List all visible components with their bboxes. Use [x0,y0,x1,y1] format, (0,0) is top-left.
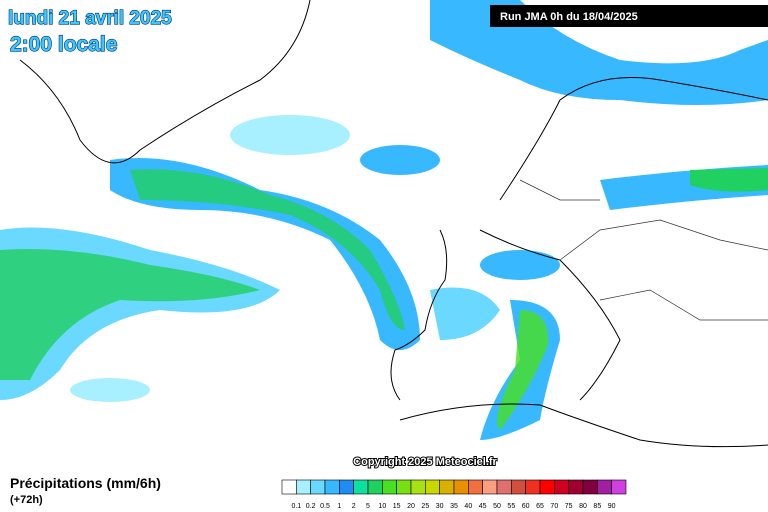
legend-label: 65 [536,503,544,510]
legend-label: 80 [579,503,587,510]
legend-label: 40 [464,503,472,510]
legend-swatch [539,479,555,495]
time-title: 2:00 locale [10,33,117,56]
legend-swatch [339,479,354,495]
legend-label: 10 [378,503,386,510]
legend-label: 55 [507,503,515,510]
legend-label: 70 [550,503,558,510]
legend-label: 90 [608,503,616,510]
legend-label: 75 [565,503,573,510]
legend-swatch [353,479,369,495]
legend-label: 15 [393,503,401,510]
legend-label: 5 [366,503,370,510]
legend-label: 0.1 [291,503,301,510]
legend-swatch [511,479,526,495]
legend-label: 45 [479,503,487,510]
legend-swatch [410,479,426,495]
footer-title: Précipitations (mm/6h) [10,475,161,491]
legend-swatch [482,479,498,495]
legend-swatch [296,479,311,495]
legend-swatch [582,479,598,495]
legend-swatch [281,479,297,495]
legend-swatch [611,479,627,495]
legend-label: 0.5 [320,503,330,510]
legend-swatch [597,479,612,495]
legend-swatch [310,479,326,495]
run-info: Run JMA 0h du 18/04/2025 [500,11,638,23]
legend-swatch [367,479,383,495]
legend-swatch [453,479,469,495]
legend-swatch [525,479,541,495]
legend-label: 2 [352,503,356,510]
legend-swatch [382,479,397,495]
legend-label: 30 [436,503,444,510]
precipitation-field [0,0,768,440]
date-title: lundi 21 avril 2025 [8,8,172,29]
legend-label: 50 [493,503,501,510]
copyright: Copyright 2025 Meteociel.fr [353,456,497,468]
run-box [490,5,768,27]
coastlines [19,0,768,448]
legend-swatch [468,479,483,495]
legend-swatch [425,479,440,495]
color-legend: 0.1 0.2 0.5 1 2 5 10 15 20 25 30 35 40 45 50 55 60 65 70 75… [281,479,627,510]
legend-label: 25 [421,503,429,510]
footer-lead: (+72h) [10,494,43,506]
legend-swatch [396,479,412,495]
legend-swatch [324,479,340,495]
legend-swatch [439,479,455,495]
legend-label: 0.2 [306,503,316,510]
legend-label: 1 [337,503,341,510]
legend-label: 60 [522,503,530,510]
legend-swatch [496,479,512,495]
legend-label: 35 [450,503,458,510]
legend-label: 85 [593,503,601,510]
legend-swatch [568,479,584,495]
legend-label: 20 [407,503,415,510]
legend-swatch [554,479,569,495]
